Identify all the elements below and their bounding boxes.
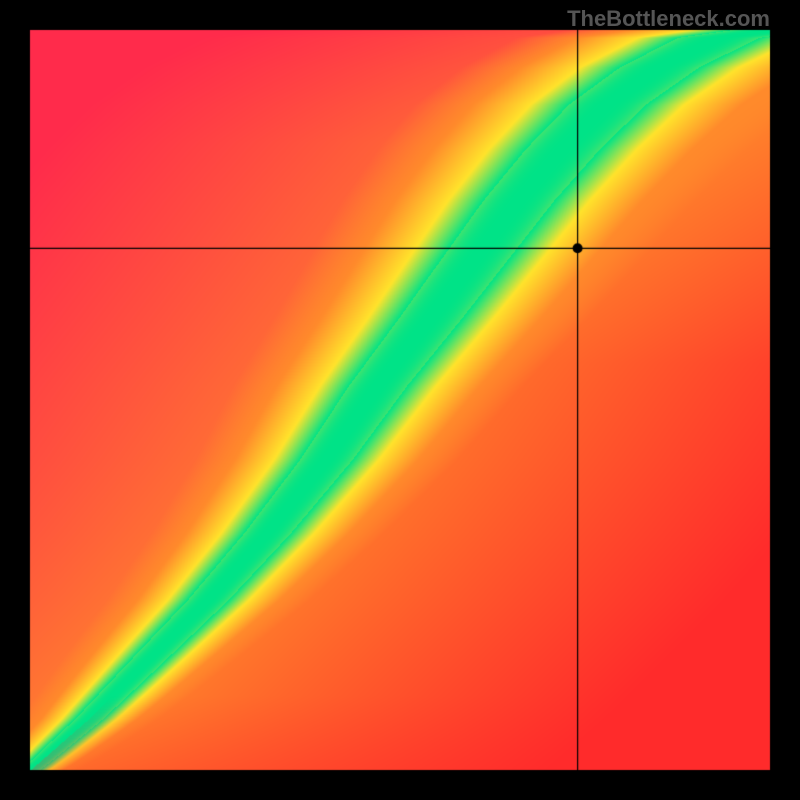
- heatmap-canvas: [0, 0, 800, 800]
- chart-container: TheBottleneck.com: [0, 0, 800, 800]
- watermark-text: TheBottleneck.com: [567, 6, 770, 32]
